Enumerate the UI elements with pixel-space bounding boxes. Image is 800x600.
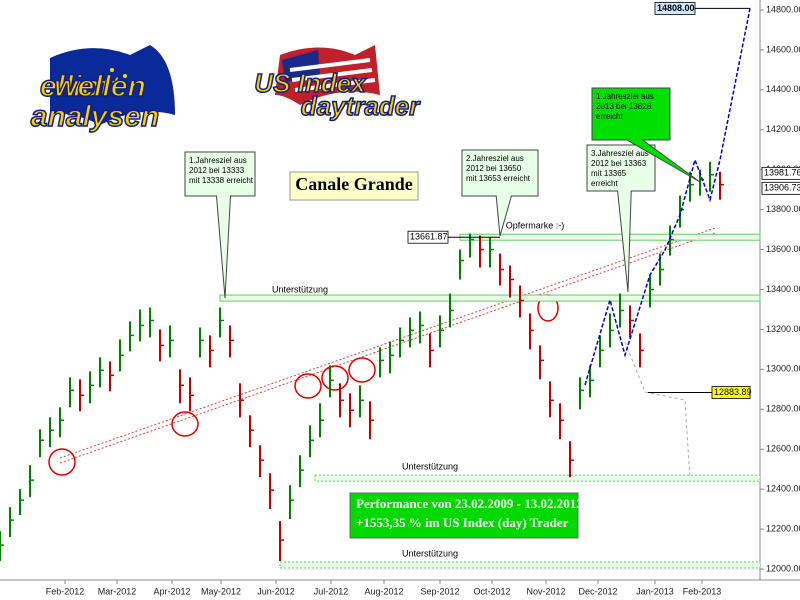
logo-eu [50, 45, 175, 125]
support-band [459, 233, 761, 241]
logo-text: elliott [40, 70, 122, 103]
y-tick-label: 14600.00 [766, 44, 800, 54]
price-label-box [761, 166, 800, 180]
x-tick-label: Feb-2012 [46, 586, 85, 596]
y-tick-label: 14800.00 [766, 4, 800, 14]
callout-text: 1.Jahresziel aus [596, 92, 654, 101]
price-label: 14808.00 [657, 3, 695, 13]
x-tick-label: Jun-2012 [257, 586, 295, 596]
y-tick-label: 12600.00 [766, 444, 800, 454]
price-label: 13906.73 [764, 183, 800, 193]
callout-text: erreicht [596, 112, 623, 121]
price-label: 13981.76 [764, 168, 800, 178]
y-tick-label: 14400.00 [766, 84, 800, 94]
callout-box [184, 151, 256, 299]
performance-text: +1553,35 % im US Index (day) Trader [356, 515, 569, 530]
level-label: Unterstützung [402, 548, 458, 558]
performance-text: Performance von 23.02.2009 - 13.02.2013 [356, 496, 583, 511]
callout-text: mit 13653 erreicht [466, 174, 531, 183]
title-box [289, 171, 419, 201]
y-tick-label: 13200.00 [766, 324, 800, 334]
callout-text: erreicht [591, 179, 618, 188]
y-tick-label: 12400.00 [766, 484, 800, 494]
x-tick-label: Dec-2012 [578, 586, 617, 596]
chart-title: Canale Grande [295, 174, 413, 194]
y-tick-label: 13000.00 [766, 364, 800, 374]
x-tick-label: Nov-2012 [526, 586, 565, 596]
x-tick-label: Mar-2012 [98, 586, 137, 596]
x-tick-label: Jan-2013 [636, 586, 674, 596]
x-tick-label: Apr-2012 [153, 586, 190, 596]
callout-text: 2012 bei 13650 [466, 164, 522, 173]
callout-text: 2.Jahresziel aus [466, 154, 524, 163]
callout-text: 2013 bei 13828 [596, 102, 652, 111]
support-band [314, 474, 761, 482]
level-label: Unterstützung [272, 284, 328, 294]
x-tick-label: Sep-2012 [420, 586, 459, 596]
logo-text: wellen [54, 70, 146, 103]
level-label: Unterstützung [402, 461, 458, 471]
support-band [219, 294, 761, 302]
x-tick-label: May-2012 [201, 586, 241, 596]
callout-text: mit 13338 erreicht [189, 176, 254, 185]
y-tick-label: 14200.00 [766, 124, 800, 134]
logo-text: analysen [31, 100, 159, 133]
x-tick-label: Aug-2012 [364, 586, 403, 596]
highlight-circles [48, 294, 559, 476]
callout-text: 2012 bei 13363 [591, 159, 647, 168]
y-tick-label: 13800.00 [766, 204, 800, 214]
x-tick-label: Feb-2013 [683, 586, 722, 596]
support-band [279, 561, 761, 569]
callout-text: mit 13365 [591, 169, 627, 178]
y-tick-label: 12800.00 [766, 404, 800, 414]
callout-text: 1.Jahresziel aus [189, 156, 247, 165]
y-tick-label: 12200.00 [766, 523, 800, 533]
x-tick-label: Oct-2012 [473, 586, 510, 596]
y-tick-label: 13400.00 [766, 284, 800, 294]
logo-text: daytrader [301, 91, 421, 121]
price-label: 13661.87 [410, 232, 448, 242]
price-label-box [761, 181, 800, 195]
guide-line [624, 341, 691, 481]
callout-box [461, 149, 539, 237]
callout-text: 3.Jahresziel aus [591, 149, 649, 158]
projection-line [584, 8, 751, 386]
x-tick-label: Jul-2012 [314, 586, 349, 596]
logo-us [275, 45, 380, 105]
level-label: Opfermarke :-) [506, 220, 565, 230]
y-tick-label: 13600.00 [766, 244, 800, 254]
logo-text: US Index [254, 68, 367, 98]
performance-box [349, 492, 579, 539]
callout-text: 2012 bei 13333 [189, 166, 245, 175]
price-label: 12883.89 [714, 387, 752, 397]
callout-box [591, 87, 701, 183]
y-tick-label: 12000.00 [766, 563, 800, 573]
